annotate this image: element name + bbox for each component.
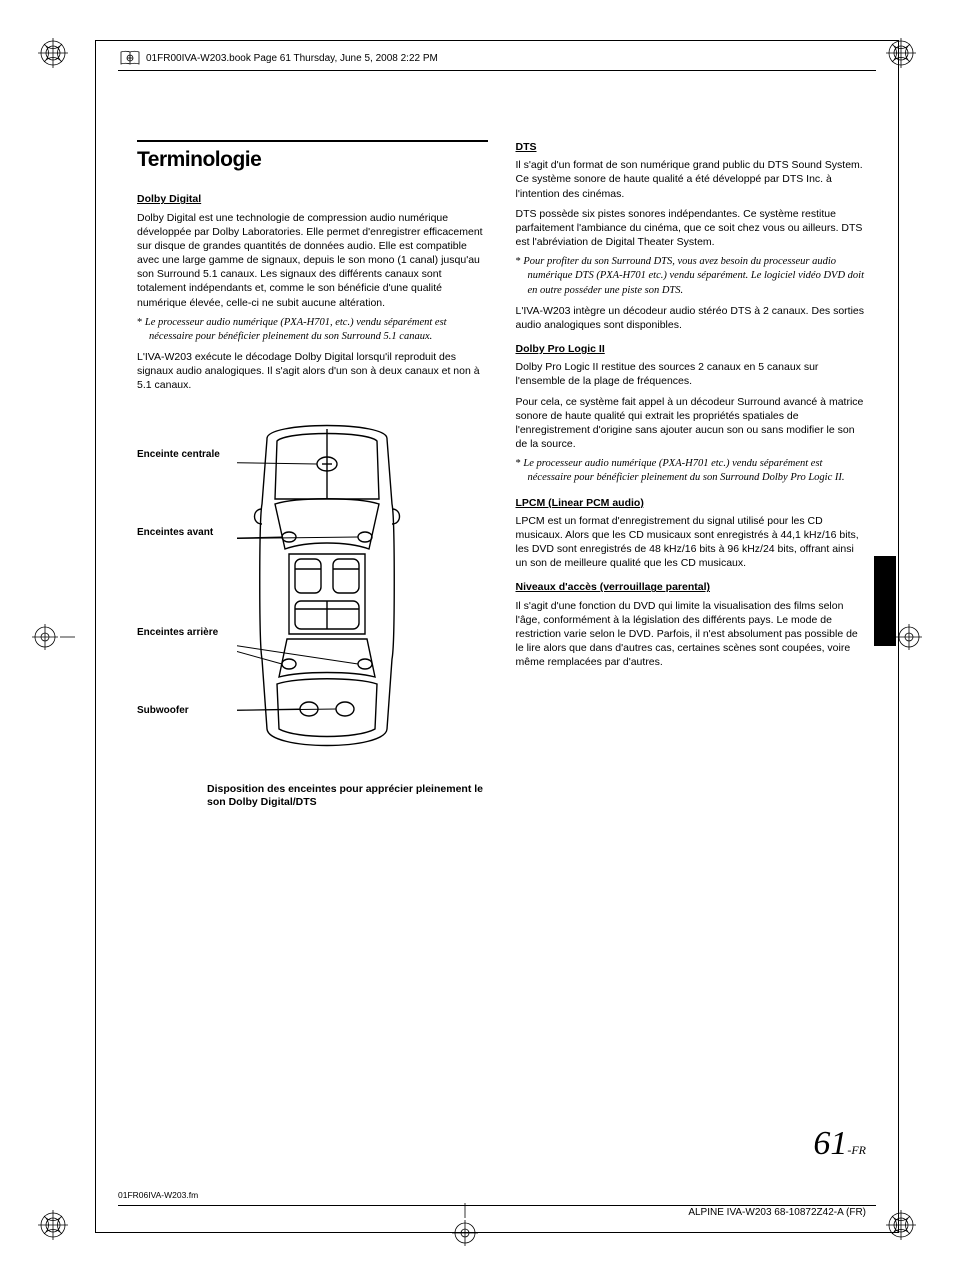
cropmark-left <box>30 622 75 652</box>
header-rule <box>118 70 876 71</box>
dolby-digital-p2: L'IVA-W203 exécute le décodage Dolby Dig… <box>137 350 488 393</box>
regmark-bl <box>38 1210 68 1240</box>
label-front-speakers: Enceintes avant <box>137 527 213 539</box>
footer-rule <box>118 1205 876 1206</box>
parental-p1: Il s'agit d'une fonction du DVD qui limi… <box>516 599 867 670</box>
heading-dpl2: Dolby Pro Logic II <box>516 342 867 356</box>
book-icon <box>120 50 140 66</box>
page-header-text: 01FR00IVA-W203.book Page 61 Thursday, Ju… <box>146 53 438 64</box>
page-header: 01FR00IVA-W203.book Page 61 Thursday, Ju… <box>120 50 438 66</box>
dolby-digital-note: * Le processeur audio numérique (PXA-H70… <box>137 316 488 344</box>
dts-p2: DTS possède six pistes sonores indépenda… <box>516 207 867 250</box>
heading-parental: Niveaux d'accès (verrouillage parental) <box>516 580 867 594</box>
page-number-value: 61 <box>813 1125 847 1162</box>
dpl2-p1: Dolby Pro Logic II restitue des sources … <box>516 360 867 388</box>
dts-p3: L'IVA-W203 intègre un décodeur audio sté… <box>516 304 867 332</box>
section-rule <box>137 140 488 142</box>
side-tab <box>874 556 896 646</box>
heading-lpcm: LPCM (Linear PCM audio) <box>516 496 867 510</box>
dolby-digital-note-text: Le processeur audio numérique (PXA-H701,… <box>145 317 447 342</box>
heading-dolby-digital: Dolby Digital <box>137 192 488 206</box>
dpl2-p2: Pour cela, ce système fait appel à un dé… <box>516 395 867 452</box>
dts-note: * Pour profiter du son Surround DTS, vou… <box>516 255 867 298</box>
page-number: 61-FR <box>813 1125 866 1163</box>
footer-filename: 01FR06IVA-W203.fm <box>118 1190 198 1200</box>
heading-dts: DTS <box>516 140 867 154</box>
left-column: Terminologie Dolby Digital Dolby Digital… <box>137 140 488 810</box>
page-number-suffix: -FR <box>847 1143 866 1157</box>
dpl2-note: * Le processeur audio numérique (PXA-H70… <box>516 457 867 485</box>
footer-model: ALPINE IVA-W203 68-10872Z42-A (FR) <box>688 1207 866 1218</box>
diagram-caption: Disposition des enceintes pour apprécier… <box>207 783 488 810</box>
right-column: DTS Il s'agit d'un format de son numériq… <box>516 140 867 810</box>
dts-p1: Il s'agit d'un format de son numérique g… <box>516 158 867 201</box>
label-rear-speakers: Enceintes arrière <box>137 627 218 639</box>
section-title: Terminologie <box>137 146 488 174</box>
lpcm-p1: LPCM est un format d'enregistrement du s… <box>516 514 867 571</box>
label-center-speaker: Enceinte centrale <box>137 449 220 461</box>
regmark-tl <box>38 38 68 68</box>
dts-note-text: Pour profiter du son Surround DTS, vous … <box>523 256 864 295</box>
speaker-diagram: Enceinte centrale Enceintes avant Encein… <box>137 409 488 810</box>
content: Terminologie Dolby Digital Dolby Digital… <box>137 140 866 810</box>
dpl2-note-text: Le processeur audio numérique (PXA-H701 … <box>523 458 844 483</box>
label-subwoofer: Subwoofer <box>137 705 189 717</box>
dolby-digital-p1: Dolby Digital est une technologie de com… <box>137 211 488 310</box>
car-diagram-icon <box>237 409 417 763</box>
